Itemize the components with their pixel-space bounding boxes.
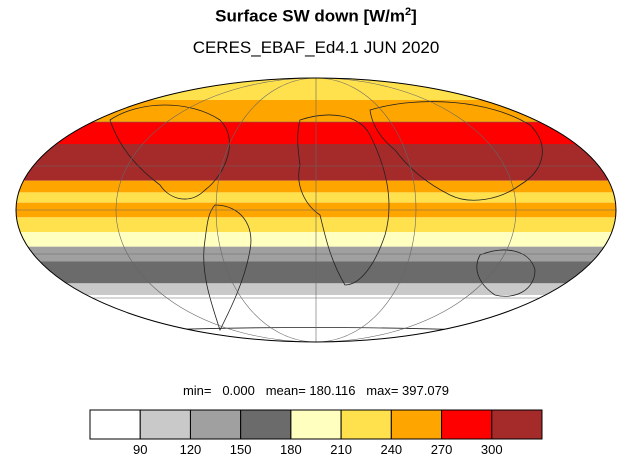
colorbar-segment <box>139 409 191 440</box>
map-border <box>15 77 617 343</box>
colorbar-segment <box>290 409 342 440</box>
colorbar-tick-label: 120 <box>179 442 202 457</box>
colorbar-segment <box>89 409 141 440</box>
colorbar-tick-label: 210 <box>330 442 352 457</box>
colorbar-tick-label: 150 <box>229 442 252 457</box>
colorbar-segment <box>441 409 493 440</box>
colorbar-segment <box>240 409 292 440</box>
colorbar-tick-label: 180 <box>280 442 302 457</box>
title-end: ] <box>411 6 417 26</box>
title-superscript: 2 <box>405 6 412 18</box>
asia-outline <box>369 101 543 201</box>
colorbar-segment <box>390 409 443 440</box>
graticule <box>16 78 616 342</box>
colorbar-segment <box>491 409 543 440</box>
title-text: Surface SW down [W/m <box>215 6 406 26</box>
north-america-outline <box>109 104 230 200</box>
meridian-line <box>215 78 417 342</box>
plot-title: Surface SW down [W/m2] <box>0 6 632 27</box>
australia-outline <box>476 249 536 297</box>
colorbar-tick-label: 270 <box>430 442 453 457</box>
plot-subtitle: CERES_EBAF_Ed4.1 JUN 2020 <box>192 38 440 57</box>
statistics-line: min= 0.000 mean= 180.116 max= 397.079 <box>182 383 450 398</box>
meridian-line <box>115 78 517 342</box>
colorbar-tick-label: 300 <box>480 442 503 457</box>
colorbar-tick-labels: 90 120 150 180 210 240 270 300 <box>0 442 632 462</box>
colorbar-segment <box>340 409 392 440</box>
colorbar-tick-label: 240 <box>380 442 403 457</box>
south-america-outline <box>203 204 252 332</box>
colorbar-segment <box>189 409 242 440</box>
world-map <box>15 77 617 343</box>
colorbar-tick-label: 90 <box>132 442 148 457</box>
